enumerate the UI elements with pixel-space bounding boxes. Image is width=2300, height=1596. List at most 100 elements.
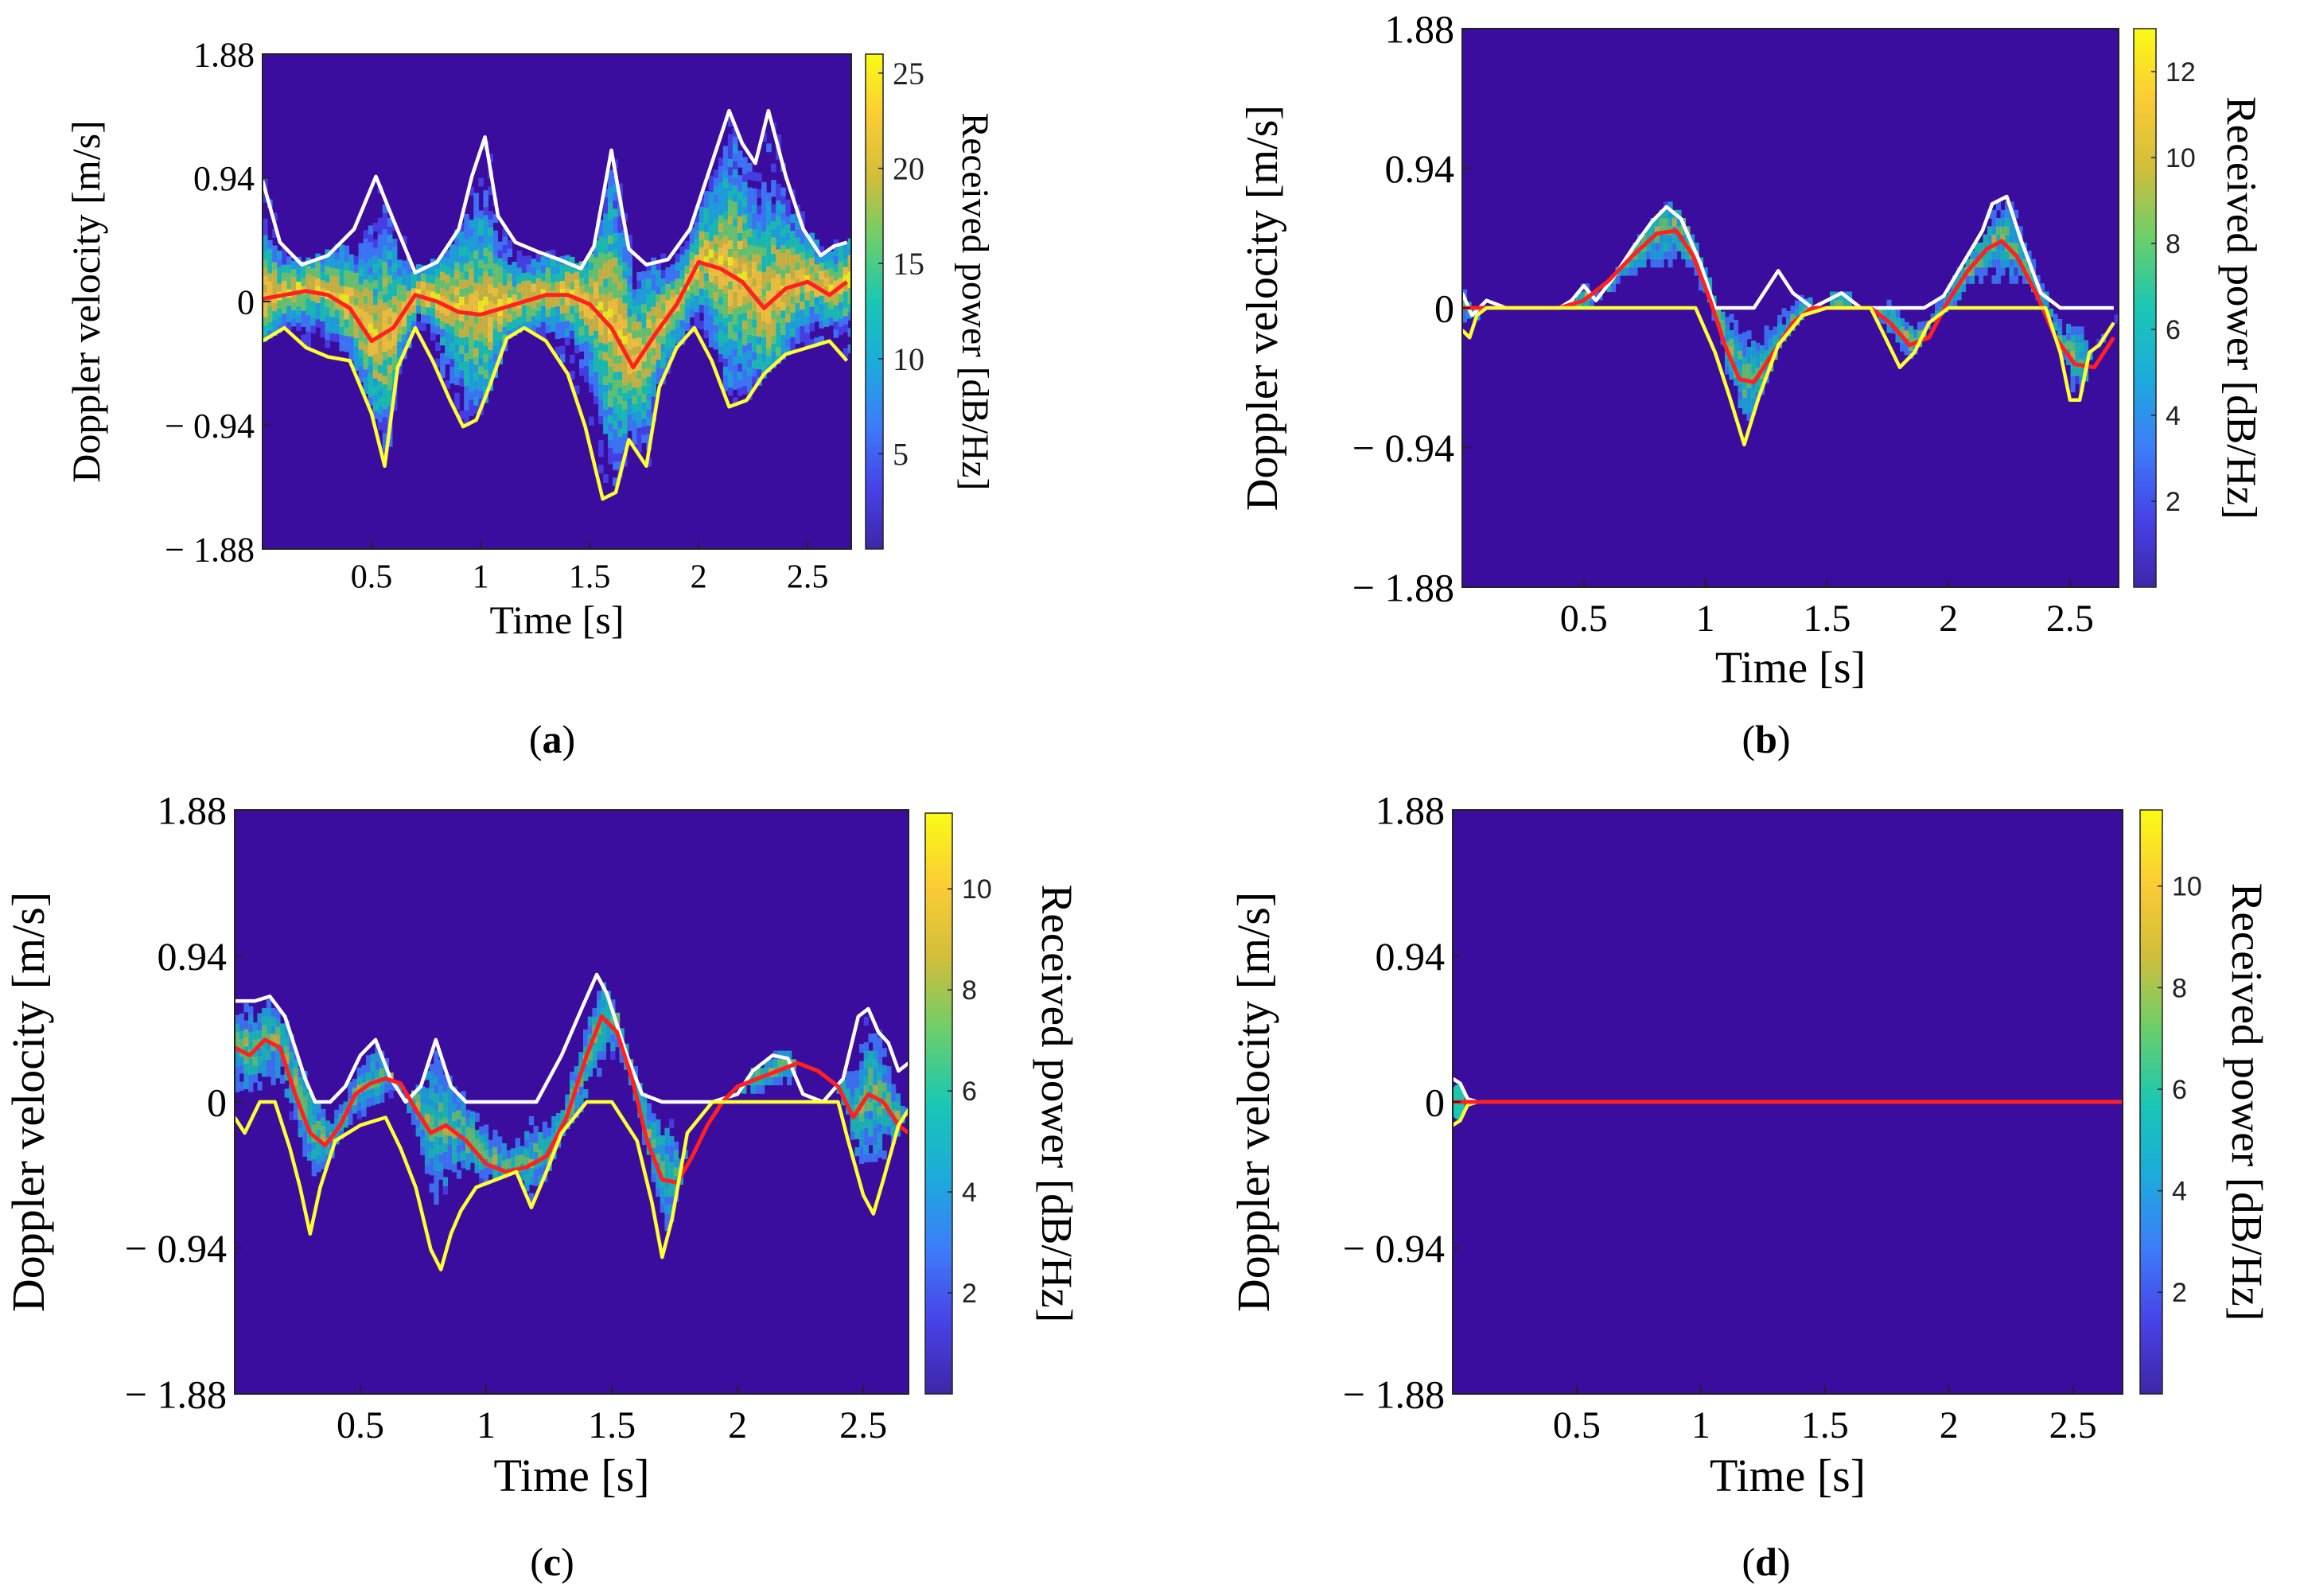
spectrogram-cell bbox=[526, 263, 532, 273]
spectrogram-cell bbox=[684, 248, 691, 258]
spectrogram-cell bbox=[325, 314, 330, 324]
spectrogram-cell bbox=[843, 250, 849, 259]
spectrogram-cell bbox=[298, 1076, 303, 1087]
spectrogram-cell bbox=[387, 250, 393, 259]
spectrogram-cell bbox=[613, 412, 618, 422]
spectrogram-cell bbox=[438, 1111, 444, 1120]
spectrogram-cell bbox=[377, 380, 383, 390]
spectrogram-cell bbox=[248, 1057, 254, 1067]
spectrogram-cell bbox=[679, 246, 686, 255]
spectrogram-cell bbox=[302, 1122, 308, 1131]
spectrogram-cell bbox=[497, 314, 504, 324]
spectrogram-cell bbox=[262, 1050, 267, 1060]
spectrogram-cell bbox=[608, 374, 613, 383]
spectrogram-cell bbox=[1886, 308, 1892, 317]
spectrogram-cell bbox=[459, 312, 465, 321]
spectrogram-cell bbox=[282, 255, 287, 265]
spectrogram-cell bbox=[358, 308, 364, 317]
spectrogram-cell bbox=[415, 1119, 421, 1128]
spectrogram-cell bbox=[752, 172, 757, 181]
spectrogram-cell bbox=[732, 152, 738, 162]
spectrogram-cell bbox=[598, 415, 604, 425]
spectrogram-cell bbox=[1983, 259, 1988, 268]
spectrogram-cell bbox=[438, 1136, 444, 1146]
spectrogram-cell bbox=[407, 1104, 412, 1114]
spectrogram-cell bbox=[742, 222, 748, 232]
spectrogram-cell bbox=[440, 287, 446, 297]
spectrogram-cell bbox=[742, 328, 748, 337]
spectrogram-cell bbox=[497, 331, 504, 341]
spectrogram-cell bbox=[1847, 299, 1853, 309]
spectrogram-cell bbox=[464, 230, 469, 239]
spectrogram-cell bbox=[469, 187, 474, 196]
spectrogram-cell bbox=[900, 1105, 905, 1115]
spectrogram-cell bbox=[564, 320, 570, 329]
spectrogram-cell bbox=[589, 368, 594, 376]
spectrogram-cell bbox=[339, 334, 345, 344]
spectrogram-cell bbox=[574, 1074, 579, 1084]
spectrogram-cell bbox=[776, 322, 781, 332]
spectrogram-cell bbox=[603, 302, 609, 312]
spectrogram-cell bbox=[742, 173, 748, 182]
spectrogram-cell bbox=[492, 238, 498, 247]
spectrogram-cell bbox=[646, 1103, 652, 1112]
spectrogram-cell bbox=[587, 1025, 593, 1034]
spectrogram-cell bbox=[1725, 341, 1730, 350]
spectrogram-cell bbox=[660, 1152, 665, 1162]
spectrogram-cell bbox=[329, 316, 335, 325]
spectrogram-cell bbox=[263, 283, 268, 293]
spectrogram-cell bbox=[445, 331, 450, 341]
spectrogram-cell bbox=[277, 274, 282, 284]
x-tick-label: 0.5 bbox=[1553, 1404, 1601, 1446]
spectrogram-cell bbox=[579, 334, 585, 344]
spectrogram-cell bbox=[761, 329, 767, 338]
spectrogram-cell bbox=[352, 1079, 358, 1088]
spectrogram-cell bbox=[613, 380, 618, 389]
spectrogram-cell bbox=[379, 1084, 385, 1095]
spectrogram-cell bbox=[356, 1067, 362, 1077]
spectrogram-cell bbox=[1725, 317, 1730, 326]
spectrogram-cell bbox=[1904, 330, 1909, 339]
x-tick-label: 2 bbox=[1940, 1404, 1959, 1446]
spectrogram-cell bbox=[766, 241, 772, 251]
spectrogram-cell bbox=[334, 1118, 340, 1127]
spectrogram-cell bbox=[608, 415, 613, 424]
spectrogram-cell bbox=[375, 1061, 380, 1070]
spectrogram-cell bbox=[785, 216, 791, 225]
spectrogram-cell bbox=[752, 302, 757, 312]
spectrogram-cell bbox=[886, 1066, 892, 1076]
spectrogram-cell bbox=[646, 327, 652, 337]
spectrogram-cell bbox=[593, 355, 599, 364]
spectrogram-cell bbox=[747, 162, 753, 172]
spectrogram-cell bbox=[320, 329, 325, 338]
spectrogram-cell bbox=[881, 1082, 887, 1092]
spectrogram-cell bbox=[488, 267, 493, 277]
spectrogram-cell bbox=[809, 339, 815, 348]
spectrogram-cell bbox=[613, 355, 618, 364]
spectrogram-cell bbox=[516, 307, 523, 317]
spectrogram-cell bbox=[790, 345, 796, 354]
spectrogram-cell bbox=[838, 294, 844, 303]
spectrogram-cell bbox=[239, 1022, 244, 1031]
spectrogram-cell bbox=[542, 1155, 548, 1165]
spectrogram-cell bbox=[689, 259, 695, 269]
spectrogram-cell bbox=[766, 257, 772, 267]
spectrogram-cell bbox=[895, 1110, 901, 1119]
spectrogram-cell bbox=[447, 1118, 453, 1127]
spectrogram-cell bbox=[890, 1092, 897, 1102]
spectrogram-cell bbox=[722, 243, 729, 253]
spectrogram-cell bbox=[780, 317, 786, 327]
spectrogram-cell bbox=[325, 1120, 331, 1130]
spectrogram-cell bbox=[785, 321, 791, 331]
spectrogram-cell bbox=[320, 313, 325, 321]
spectrogram-cell bbox=[564, 337, 570, 346]
spectrogram-cell bbox=[2084, 348, 2089, 357]
spectrogram-cell bbox=[646, 392, 652, 402]
spectrogram-cell bbox=[660, 1195, 665, 1205]
spectrogram-cell bbox=[622, 400, 628, 410]
spectrogram-cell bbox=[411, 271, 417, 281]
spectrogram-cell bbox=[617, 461, 623, 470]
spectrogram-cell bbox=[507, 272, 513, 282]
spectrogram-cell bbox=[512, 270, 518, 279]
